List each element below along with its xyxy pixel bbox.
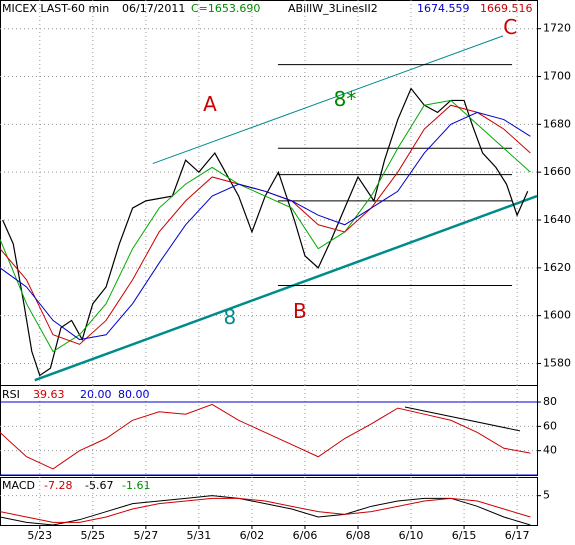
y-tick-label: 1680: [543, 117, 571, 130]
y-tick-label: 1640: [543, 213, 571, 226]
annotation: B: [293, 299, 307, 323]
annotation: A: [203, 92, 217, 116]
rsi-level: 20.00: [80, 388, 112, 401]
y-tick-label: 5: [543, 489, 550, 502]
series-line: [0, 495, 531, 526]
y-tick-label: 1720: [543, 22, 571, 35]
x-tick-label: 5/25: [80, 529, 105, 542]
trend-line: [34, 194, 538, 382]
x-tick-label: 6/10: [399, 529, 424, 542]
y-tick-label: 1600: [543, 309, 571, 322]
indicator-value: 1674.559: [417, 2, 470, 15]
y-tick-label: 1620: [543, 261, 571, 274]
macd-title: MACD: [2, 479, 35, 492]
y-tick-label: 1660: [543, 165, 571, 178]
macd-value: -5.67: [85, 479, 113, 492]
trend-line: [152, 35, 504, 165]
y-tick-label: 80: [543, 395, 557, 408]
x-tick-label: 6/17: [505, 529, 530, 542]
y-tick-label: 1580: [543, 356, 571, 369]
x-tick-label: 6/06: [293, 529, 318, 542]
series-line: [0, 403, 531, 470]
x-tick-label: 5/31: [187, 529, 212, 542]
macd-value: -1.61: [122, 479, 150, 492]
y-tick-label: 40: [543, 444, 557, 457]
indicator-value: 1669.516: [480, 2, 533, 15]
y-tick-label: 1700: [543, 70, 571, 83]
x-tick-label: 6/15: [452, 529, 477, 542]
annotation: 8*: [334, 87, 357, 111]
x-tick-label: 5/23: [27, 529, 52, 542]
series-line: [0, 497, 531, 523]
series-line: [0, 99, 531, 353]
rsi-title: RSI: [2, 388, 20, 401]
close-label: C=1653.690: [191, 2, 260, 15]
x-tick-label: 6/02: [240, 529, 265, 542]
panel-frame: [0, 477, 538, 526]
x-tick-label: 5/27: [134, 529, 159, 542]
rsi-value: 39.63: [33, 388, 65, 401]
trend-line: [404, 406, 521, 432]
chart-title: MICEX LAST-60 min: [2, 2, 109, 15]
annotation: 8: [224, 305, 237, 329]
y-tick-label: 60: [543, 419, 557, 432]
series-line: [0, 111, 531, 341]
macd-value: -7.28: [44, 479, 72, 492]
x-tick-label: 6/08: [346, 529, 371, 542]
date: 06/17/2011: [122, 2, 185, 15]
indicator: ABillW_3LinesII2: [288, 2, 378, 15]
annotation: C: [503, 15, 517, 39]
rsi-level: 80.00: [118, 388, 150, 401]
